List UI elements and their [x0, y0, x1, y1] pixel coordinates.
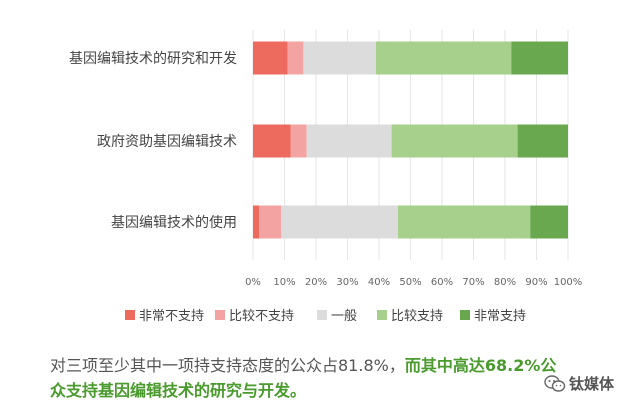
chart-caption: 对三项至少其中一项持支持态度的公众占81.8%，而其中高达68.2%公众支持基因… [50, 353, 570, 403]
legend-label: 一般 [331, 308, 357, 324]
legend-swatch [317, 310, 327, 320]
x-tick-label: 40% [368, 277, 390, 288]
legend-swatch [215, 310, 225, 320]
watermark-text: 钛媒体 [569, 375, 615, 393]
watermark: 钛媒体 [544, 373, 614, 394]
x-tick-label: 90% [525, 277, 547, 288]
bar-segment [530, 205, 568, 239]
legend-label: 比较支持 [391, 309, 443, 324]
x-tick-label: 60% [431, 277, 453, 288]
x-tick-label: 30% [336, 277, 358, 288]
x-tick-label: 70% [462, 277, 484, 288]
caption-text: 对三项至少其中一项持支持态度的公众占81.8%， [50, 356, 405, 375]
bar-segment [391, 124, 518, 158]
bar-segment [287, 41, 304, 75]
legend-swatch [460, 310, 470, 320]
bar-segment [306, 124, 392, 158]
category-label: 基因编辑技术的研究和开发 [69, 50, 237, 67]
bar-segment [253, 205, 260, 239]
legend-label: 非常支持 [474, 309, 526, 324]
wechat-icon [544, 374, 566, 392]
bar-segment [253, 41, 288, 75]
caption-highlight: 而其中高达68.2%公众支持基因编辑技术的研究与开发。 [50, 356, 557, 400]
bars [253, 41, 568, 239]
legend-label: 非常不支持 [139, 309, 204, 324]
legend-label: 比较不支持 [229, 309, 294, 324]
bar-segment [281, 205, 398, 239]
x-tick-label: 50% [399, 277, 421, 288]
legend: 非常不支持 比较不支持 一般 比较支持 非常支持 [125, 308, 526, 324]
x-tick-label: 100% [554, 277, 583, 288]
x-tick-label: 0% [245, 277, 261, 288]
bar-segment [290, 124, 307, 158]
bar-segment [303, 41, 376, 75]
category-label: 基因编辑技术的使用 [111, 214, 237, 231]
x-tick-label: 10% [273, 277, 295, 288]
bar-segment [397, 205, 531, 239]
bar-segment [511, 41, 568, 75]
bar-segment [517, 124, 568, 158]
legend-swatch [125, 310, 135, 320]
bar-segment [253, 124, 291, 158]
x-tick-labels: 0% 10% 20% 30% 40% 50% 60% 70% 80% 90% 100% [245, 277, 582, 288]
x-tick-label: 20% [305, 277, 327, 288]
bar-segment [375, 41, 512, 75]
category-label: 政府资助基因编辑技术 [97, 133, 237, 150]
legend-swatch [377, 310, 387, 320]
x-tick-label: 80% [494, 277, 516, 288]
bar-segment [259, 205, 282, 239]
